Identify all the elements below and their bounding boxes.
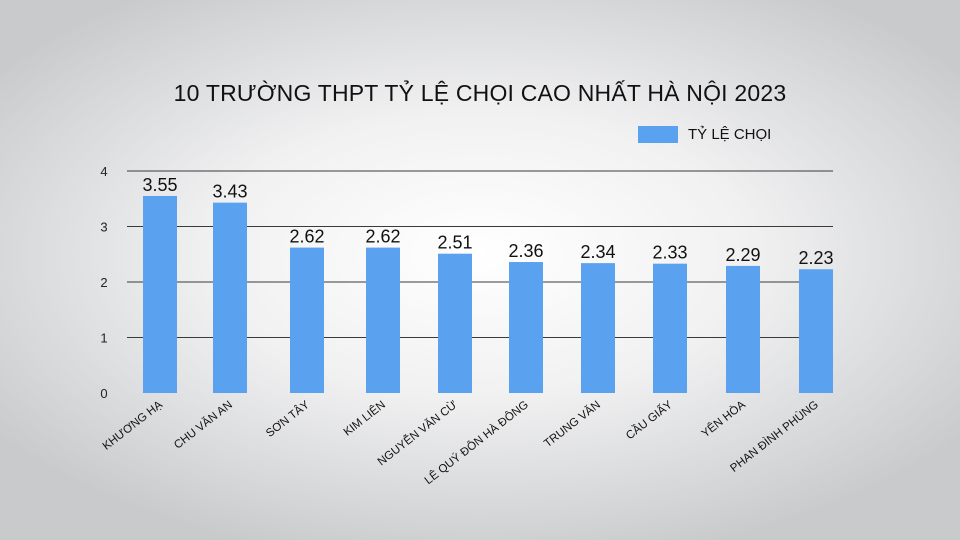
bar [213,202,247,393]
bar [290,247,324,393]
data-label: 3.43 [212,182,247,202]
data-label: 2.51 [437,233,472,253]
data-label: 2.34 [580,242,615,262]
y-tick-label: 2 [100,275,107,290]
data-label: 2.62 [289,227,324,247]
x-tick-label: KIM LIÊN [341,398,388,439]
bar [509,262,543,393]
x-tick-label: YÊN HÒA [699,398,748,440]
y-tick-label: 3 [100,220,107,235]
x-tick-label: CHU VĂN AN [171,398,234,452]
data-label: 2.29 [725,245,760,265]
bar [438,253,472,393]
x-tick-label: CẦU GIẤY [624,398,676,442]
x-tick-label: KHƯƠNG HẠ [101,399,165,453]
bar [726,265,760,393]
legend: TỶ LỆ CHỌI [638,126,771,143]
data-label: 3.55 [142,175,177,195]
legend-label: TỶ LỆ CHỌI [688,126,772,143]
data-label: 2.33 [652,243,687,263]
data-label: 2.23 [798,248,833,268]
bar [581,263,615,393]
y-tick-label: 1 [100,331,107,346]
bar [653,263,687,393]
data-label: 2.36 [508,241,543,261]
chart-title: 10 TRƯỜNG THPT TỶ LỆ CHỌI CAO NHẤT HÀ NỘ… [173,80,787,106]
bar [143,195,177,393]
y-tick-label: 0 [100,386,107,401]
x-tick-label: TRUNG VĂN [541,398,602,450]
bar [366,247,400,393]
bar [799,269,833,393]
y-tick-label: 4 [100,164,107,179]
legend-swatch [638,126,678,143]
data-label: 2.62 [365,227,400,247]
x-tick-label: SƠN TÂY [263,398,312,440]
